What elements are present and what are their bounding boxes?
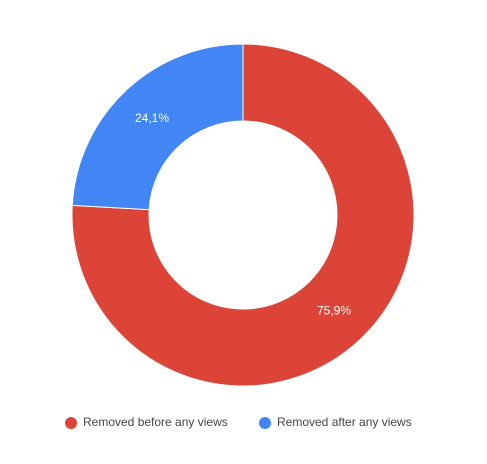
- data-label: 75,9%: [317, 303, 351, 317]
- donut-segment: [71, 43, 415, 387]
- legend-label: Removed after any views: [277, 415, 412, 429]
- legend-swatch: [259, 417, 271, 429]
- legend-swatch: [65, 417, 77, 429]
- donut-segment: [71, 43, 244, 211]
- data-label: 24,1%: [135, 111, 169, 125]
- legend-label: Removed before any views: [83, 415, 228, 429]
